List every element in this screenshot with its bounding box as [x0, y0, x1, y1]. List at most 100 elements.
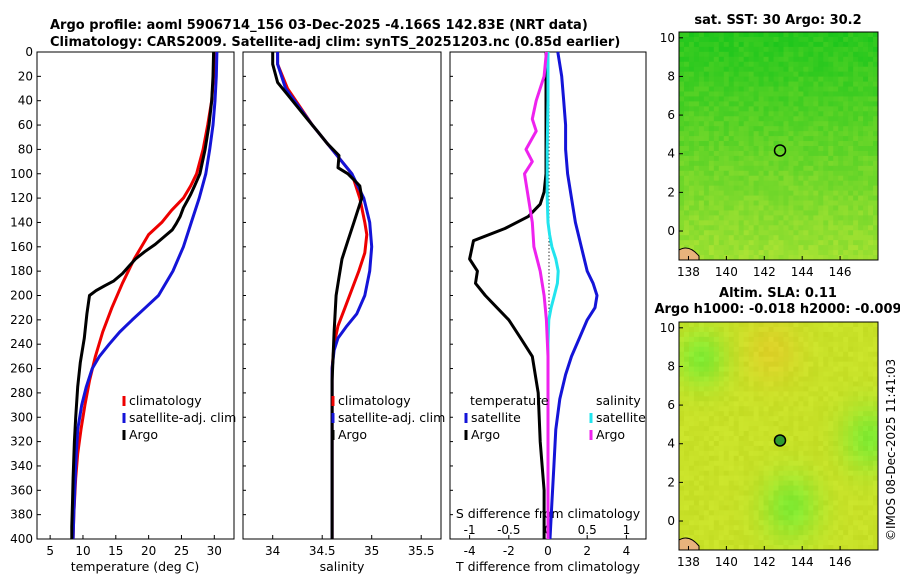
- map-cell: [753, 341, 760, 348]
- map-cell: [863, 106, 869, 112]
- map-cell: [763, 195, 770, 202]
- map-cell: [778, 361, 785, 368]
- map-cell: [708, 366, 715, 373]
- map-cell: [833, 386, 839, 392]
- map-cell: [843, 416, 849, 422]
- map-cell: [679, 91, 685, 98]
- map-cell: [703, 371, 710, 378]
- map-cell: [873, 396, 878, 402]
- map-cell: [758, 121, 765, 127]
- map-cell: [798, 326, 804, 333]
- map-cell: [683, 396, 690, 402]
- map-cell: [828, 96, 834, 102]
- map-cell: [783, 470, 790, 477]
- map-cell: [803, 386, 809, 392]
- map-cell: [733, 165, 740, 172]
- map-cell: [698, 480, 705, 487]
- map-cell: [748, 136, 755, 142]
- map-cell: [803, 185, 809, 192]
- map-cell: [693, 51, 700, 58]
- map-cell: [703, 106, 710, 112]
- map-cell: [843, 136, 849, 142]
- map-cell: [723, 61, 730, 68]
- map-cell: [808, 205, 814, 212]
- map-cell: [808, 51, 814, 58]
- map-cell: [868, 180, 874, 187]
- map-cell: [853, 525, 859, 531]
- map-cell: [753, 160, 760, 167]
- map-cell: [708, 225, 715, 231]
- map-cell: [803, 240, 809, 246]
- map-cell: [773, 46, 780, 53]
- map-cell: [713, 510, 720, 516]
- map-cell: [688, 450, 695, 457]
- map-cell: [803, 361, 809, 368]
- map-cell: [728, 240, 735, 246]
- map-cell: [758, 341, 765, 348]
- map-cell: [783, 485, 790, 492]
- map-cell: [843, 386, 849, 392]
- map-cell: [828, 71, 834, 78]
- map-cell: [843, 81, 849, 88]
- map-cell: [718, 76, 725, 83]
- map-cell: [713, 66, 720, 73]
- map-cell: [838, 346, 844, 353]
- map-cell: [858, 76, 864, 83]
- map-cell: [753, 41, 760, 48]
- map-cell: [853, 180, 859, 187]
- map-cell: [693, 96, 700, 102]
- map-cell: [753, 530, 760, 536]
- map-cell: [793, 205, 799, 212]
- map-cell: [803, 106, 809, 112]
- map-cell: [863, 205, 869, 212]
- map-cell: [813, 336, 819, 343]
- map-cell: [848, 141, 854, 147]
- map-cell: [808, 436, 814, 442]
- map-cell: [758, 411, 765, 417]
- map-cell: [808, 121, 814, 127]
- map-cell: [708, 106, 715, 112]
- map-cell: [713, 351, 720, 358]
- map-cell: [708, 322, 715, 328]
- map-cell: [713, 535, 720, 541]
- map-cell: [698, 470, 705, 477]
- map-cell: [723, 356, 730, 363]
- map-cell: [798, 230, 804, 236]
- map-cell: [873, 230, 878, 236]
- map-cell: [873, 46, 878, 53]
- map-cell: [853, 510, 859, 516]
- map-cell: [688, 175, 695, 182]
- map-cell: [728, 91, 735, 98]
- map-cell: [828, 81, 834, 88]
- map-cell: [733, 545, 740, 550]
- map-cell: [803, 210, 809, 216]
- map-cell: [723, 535, 730, 541]
- map-cell: [808, 136, 814, 142]
- depth-tick-label: 100: [10, 167, 33, 181]
- map-cell: [823, 235, 829, 241]
- map-cell: [843, 51, 849, 58]
- map-cell: [798, 131, 804, 137]
- map-cell: [768, 341, 775, 348]
- map-cell: [748, 101, 755, 107]
- map-cell: [703, 331, 710, 338]
- map-cell: [773, 91, 780, 98]
- map-cell: [868, 436, 874, 442]
- map-cell: [768, 470, 775, 477]
- map-cell: [853, 220, 859, 226]
- map-cell: [738, 131, 745, 137]
- map-cell: [748, 175, 755, 182]
- map-cell: [858, 111, 864, 117]
- map-cell: [733, 356, 740, 363]
- map-cell: [723, 36, 730, 43]
- x-tick-label: 15: [108, 544, 123, 558]
- map-cell: [798, 71, 804, 78]
- map-cell: [783, 530, 790, 536]
- map-cell: [853, 371, 859, 378]
- map-cell: [858, 220, 864, 226]
- map-cell: [698, 391, 705, 397]
- map-cell: [688, 106, 695, 112]
- map-cell: [688, 500, 695, 506]
- map-cell: [833, 210, 839, 216]
- map-cell: [838, 175, 844, 182]
